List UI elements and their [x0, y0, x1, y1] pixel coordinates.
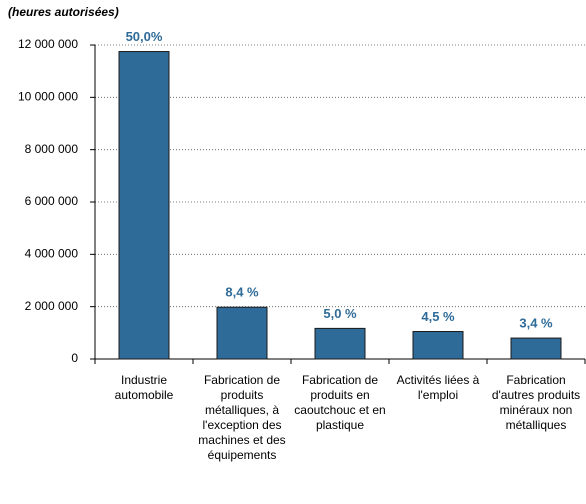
y-tick-label: 10 000 000: [18, 90, 78, 104]
y-tick-label: 12 000 000: [18, 37, 78, 51]
bar: [510, 337, 562, 360]
x-tick-label: Activités liées à l'emploi: [396, 373, 480, 402]
x-tick-label: Industrie automobile: [114, 373, 174, 402]
data-label: 8,4 %: [225, 285, 259, 300]
bar: [314, 327, 366, 360]
bar: [412, 331, 464, 360]
y-tick-label: 8 000 000: [25, 142, 79, 156]
y-tick-label: 2 000 000: [25, 299, 79, 313]
bar: [216, 306, 268, 360]
data-label: 5,0 %: [323, 306, 357, 321]
y-tick-label: 0: [71, 351, 78, 365]
y-axis-label: (heures autorisées): [8, 5, 119, 19]
x-tick-label: Fabrication d'autres produits minéraux n…: [491, 373, 581, 432]
data-label: 4,5 %: [421, 309, 455, 324]
x-tick-label: Fabrication de produits métalliques, à l…: [198, 373, 286, 462]
data-label: 3,4 %: [519, 316, 553, 331]
data-label: 50,0%: [126, 29, 163, 44]
y-tick-label: 6 000 000: [25, 194, 79, 208]
bar: [118, 51, 170, 360]
x-tick-label: Fabrication de produits en caoutchouc et…: [294, 373, 386, 432]
y-tick-label: 4 000 000: [25, 247, 79, 261]
